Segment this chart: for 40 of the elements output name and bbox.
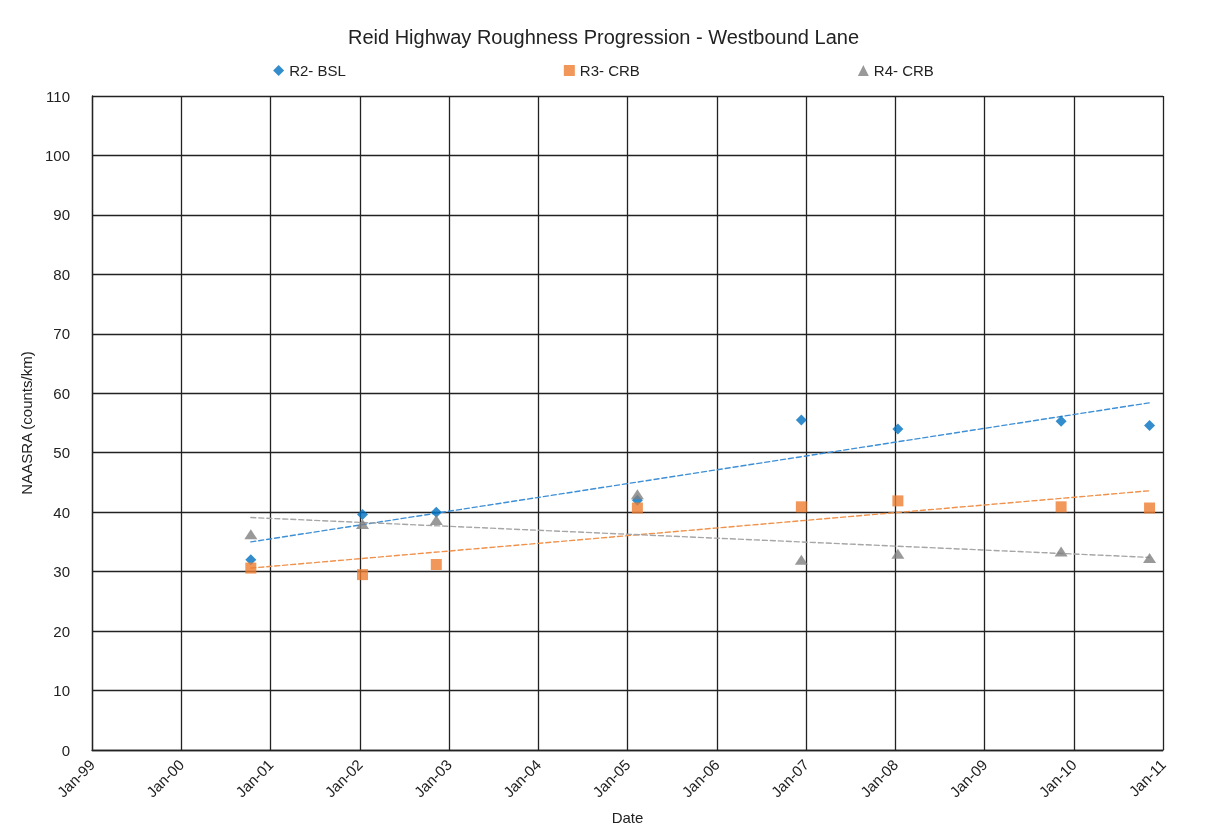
- point: [892, 423, 904, 435]
- y-tick-label: 20: [53, 622, 70, 640]
- point: [1055, 501, 1067, 513]
- y-tick-label: 40: [53, 503, 70, 521]
- y-tick-label: 100: [44, 146, 70, 164]
- point: [430, 559, 442, 570]
- point: [1144, 419, 1156, 431]
- point: [1055, 415, 1067, 427]
- y-tick-label: 60: [53, 384, 70, 402]
- point: [1143, 552, 1157, 563]
- y-tick-label: 50: [53, 444, 70, 462]
- y-tick-label: 80: [53, 265, 70, 283]
- point: [631, 502, 643, 514]
- y-tick-label: 110: [46, 87, 70, 105]
- point: [245, 562, 257, 574]
- legend-label: R2- BSL: [289, 62, 346, 79]
- point: [430, 506, 442, 518]
- legend-label: R3- CRB: [579, 62, 640, 79]
- x-axis-title: Date: [611, 809, 644, 826]
- y-tick-label: 0: [61, 741, 70, 759]
- point: [892, 495, 904, 507]
- y-tick-label: 10: [53, 682, 70, 700]
- point: [244, 529, 258, 540]
- point: [630, 489, 644, 500]
- y-tick-label: 90: [53, 206, 70, 224]
- point: [429, 514, 443, 525]
- point: [357, 569, 368, 581]
- point: [891, 548, 905, 559]
- point: [795, 501, 807, 513]
- chart-title: Reid Highway Roughness Progression - Westbound Lane: [347, 26, 860, 48]
- point: [795, 414, 807, 426]
- point: [356, 519, 369, 530]
- point: [1054, 546, 1068, 557]
- y-axis-title: NAASRA (counts/km): [18, 351, 36, 495]
- point: [794, 554, 808, 565]
- point: [357, 509, 368, 521]
- point: [1144, 502, 1156, 514]
- y-tick-label: 70: [53, 325, 70, 343]
- y-tick-label: 30: [53, 563, 70, 581]
- legend-label: R4- CRB: [873, 62, 934, 79]
